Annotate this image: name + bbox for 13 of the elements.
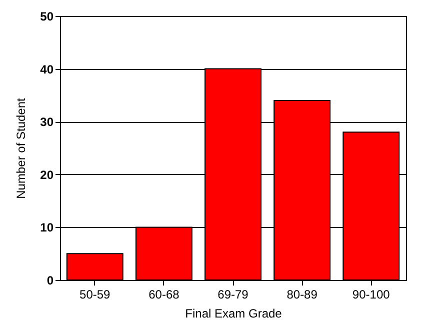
y-tick-label: 0 (46, 274, 54, 288)
x-tick-label: 50-59 (80, 288, 111, 302)
x-tick-label: 60-68 (148, 288, 180, 302)
y-tick-label: 20 (40, 168, 54, 182)
y-tick-label: 10 (40, 220, 54, 235)
x-tick-label: 69-79 (218, 288, 249, 302)
x-tick-label: 90-100 (352, 288, 390, 302)
y-axis-title: Number of Student (14, 97, 28, 199)
y-tick-label: 30 (40, 115, 54, 130)
x-tick-label: 80-89 (286, 288, 318, 302)
y-tick-label: 40 (40, 62, 54, 76)
x-axis-title: Final Exam Grade (185, 306, 282, 320)
y-tick-label: 50 (40, 10, 54, 24)
